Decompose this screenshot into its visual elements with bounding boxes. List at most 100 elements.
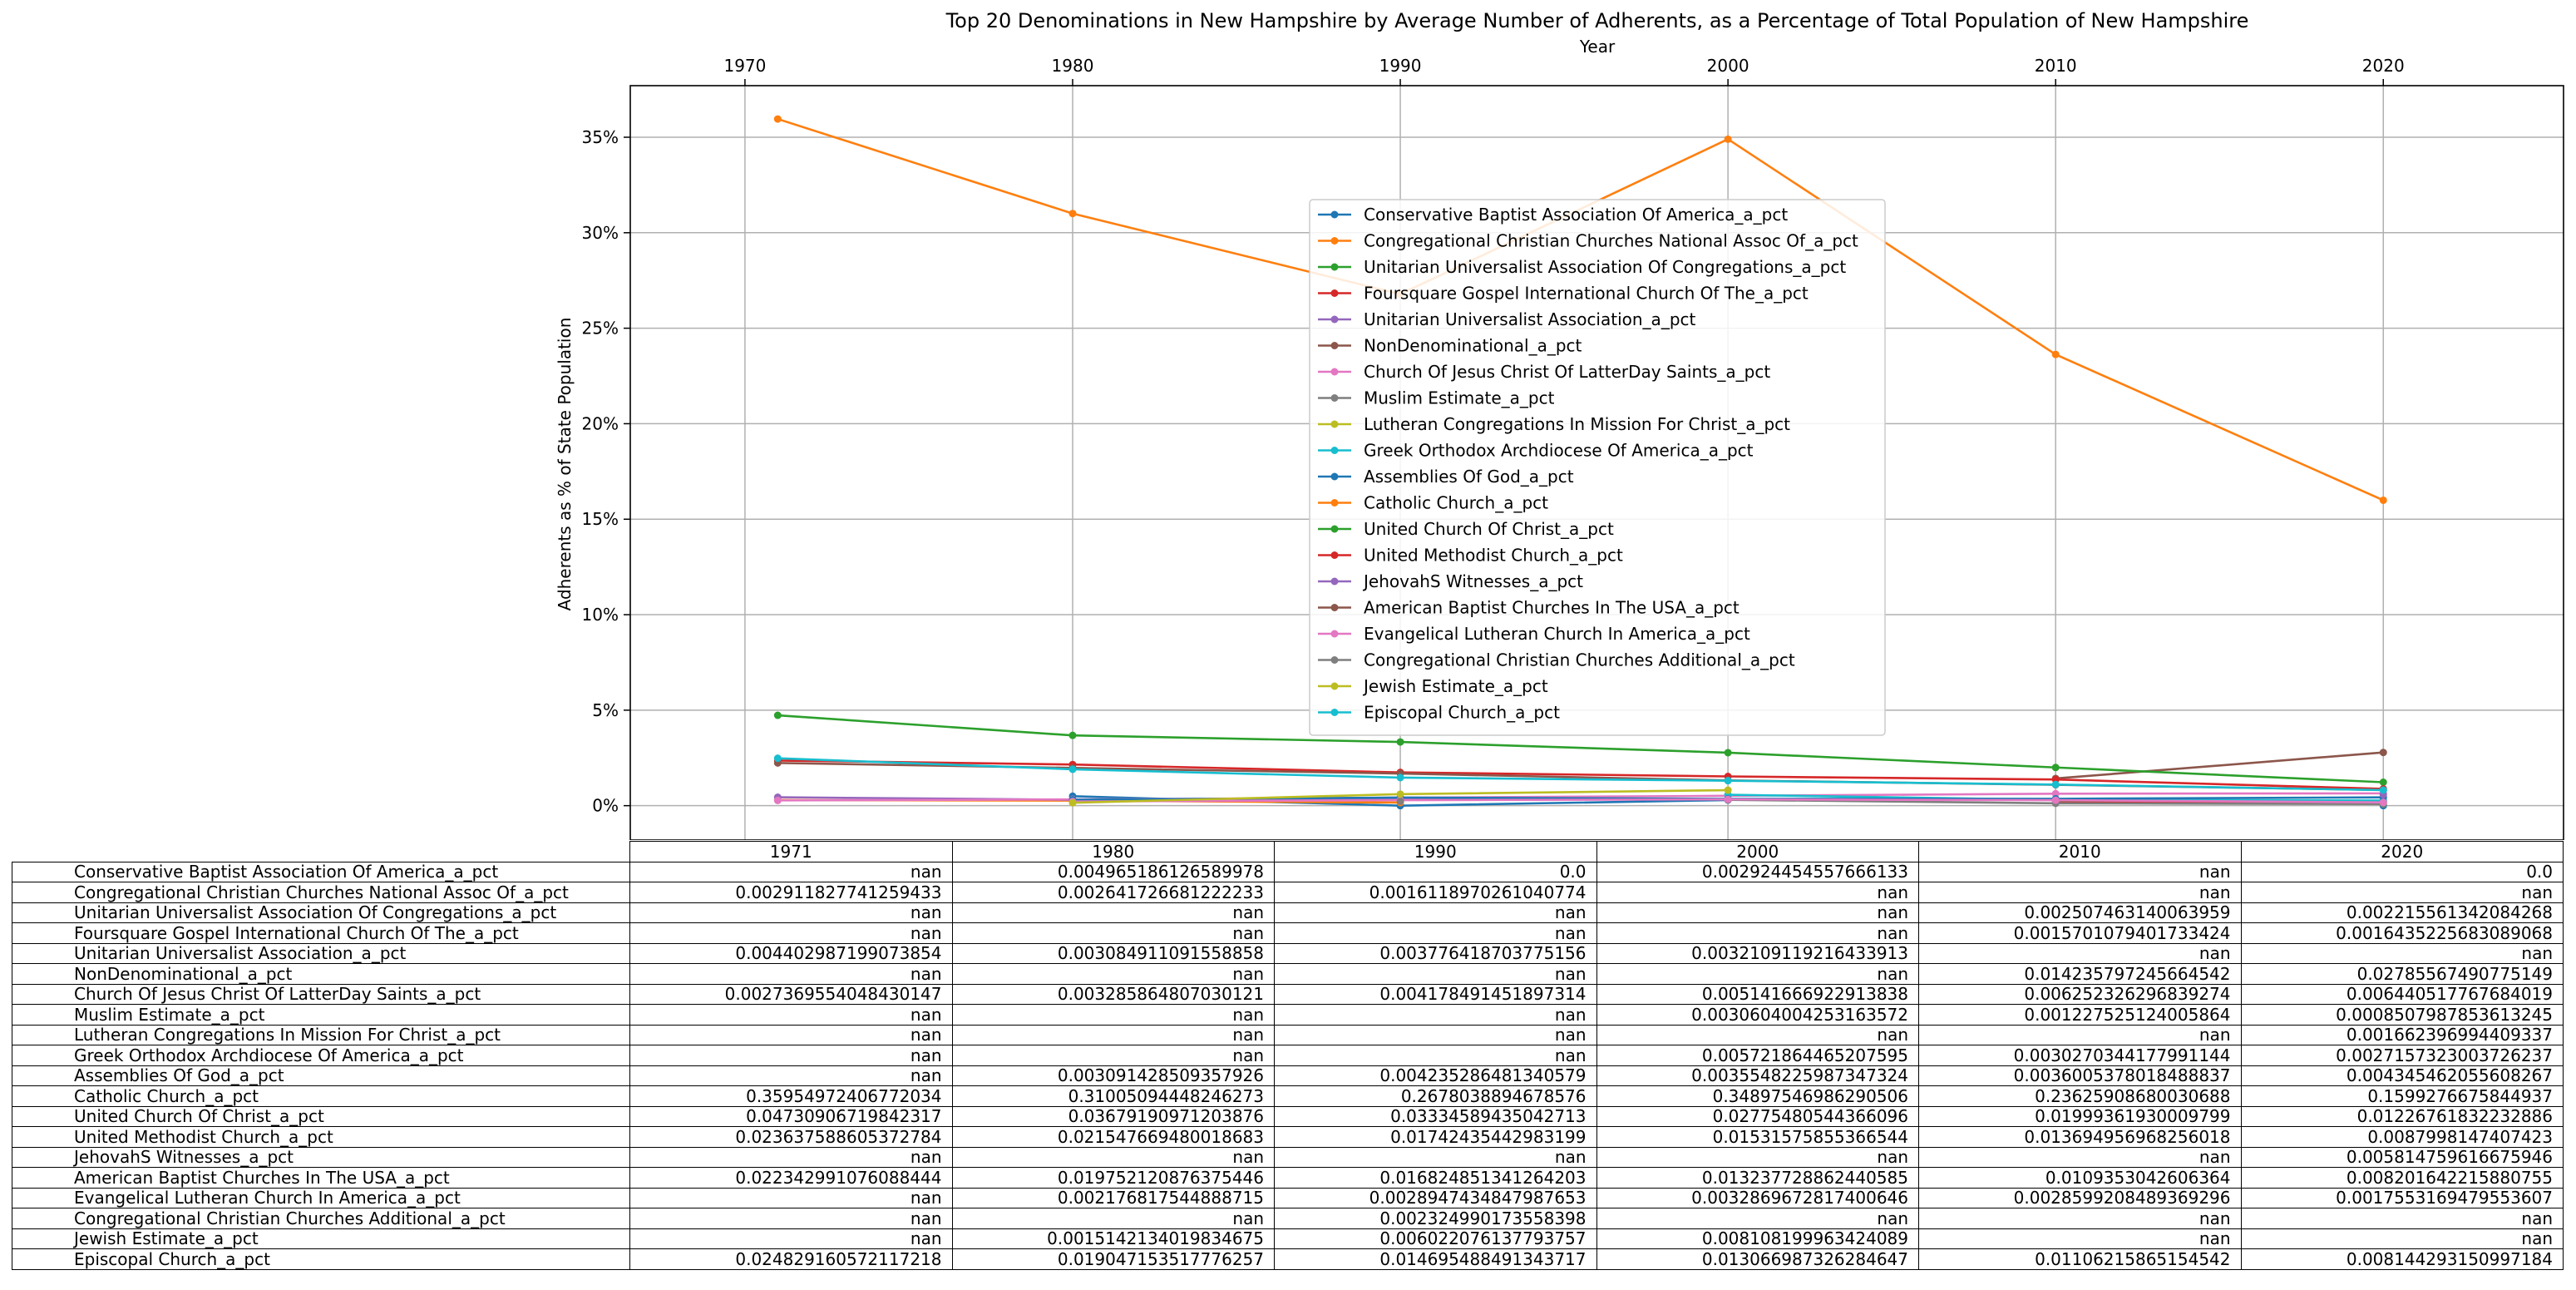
- table-cell: 0.0109353042606364: [1918, 1167, 2242, 1189]
- table-corner-cell: [12, 841, 630, 862]
- table-cell: 0.003091428509357926: [951, 1065, 1275, 1086]
- table-row: Congregational Christian Churches Nation…: [12, 882, 2564, 903]
- table-cell: 0.0016435225683089068: [2240, 922, 2564, 944]
- table-cell: nan: [1596, 1208, 1919, 1229]
- table-row: United Methodist Church_a_pct 0.023637588…: [12, 1126, 2564, 1148]
- table-cell: 0.006022076137793757: [1274, 1228, 1597, 1249]
- table-cell: nan: [629, 861, 953, 882]
- plot-frame: [629, 85, 2564, 840]
- data-table: 1971 1980 1990 2000 2010 2020 Conservati…: [12, 841, 2564, 1270]
- legend-marker: [1330, 263, 1339, 271]
- legend-marker: [1330, 289, 1339, 297]
- column-header-1971: 1971: [629, 841, 953, 862]
- table-cell: nan: [1918, 861, 2242, 882]
- table-row: Greek Orthodox Archdiocese Of America_a_…: [12, 1045, 2564, 1066]
- series-5: [2051, 749, 2387, 783]
- legend-marker: [1330, 394, 1339, 402]
- table-cell: 0.34897546986290506: [1596, 1085, 1919, 1107]
- row-label: Muslim Estimate_a_pct: [12, 1004, 630, 1026]
- y-tick-label: 5%: [592, 700, 619, 720]
- table-row: Muslim Estimate_a_pct nan nan nan 0.00306040…: [12, 1004, 2564, 1026]
- y-axis-label: Adherents as % of State Population: [555, 318, 575, 611]
- table-row: American Baptist Churches In The USA_a_p…: [12, 1167, 2564, 1189]
- legend-label: Assemblies Of God_a_pct: [1364, 467, 1574, 487]
- legend-label: Church Of Jesus Christ Of LatterDay Sain…: [1364, 362, 1770, 382]
- table-cell: 0.0016118970261040774: [1274, 882, 1597, 903]
- legend-marker: [1330, 682, 1339, 690]
- legend-label: NonDenominational_a_pct: [1364, 336, 1582, 356]
- table-row: Conservative Baptist Association Of Amer…: [12, 861, 2564, 882]
- data-point: [1068, 798, 1077, 807]
- table-cell: 0.024829160572117218: [629, 1248, 953, 1270]
- table-row: Unitarian Universalist Association_a_pct…: [12, 942, 2564, 964]
- table-cell: nan: [1596, 1146, 1919, 1168]
- y-tick-label: 0%: [592, 796, 619, 816]
- table-cell: 0.03679190971203876: [951, 1105, 1275, 1127]
- legend-marker: [1330, 342, 1339, 349]
- row-label: Jewish Estimate_a_pct: [12, 1228, 630, 1249]
- table-cell: 0.02775480544366096: [1596, 1105, 1919, 1127]
- legend-marker: [1330, 604, 1339, 611]
- legend-item: Foursquare Gospel International Church O…: [1318, 284, 1809, 304]
- line-chart: Top 20 Denominations in New Hampshire by…: [555, 9, 2564, 840]
- table-cell: 0.0008507987853613245: [2240, 1004, 2564, 1026]
- series-18: [1068, 786, 1732, 807]
- table-cell: nan: [1274, 1024, 1597, 1045]
- y-tick-label: 10%: [582, 605, 619, 625]
- legend-item: American Baptist Churches In The USA_a_p…: [1318, 598, 1740, 618]
- legend-marker: [1330, 472, 1339, 481]
- table-cell: 0.0030604004253163572: [1596, 1004, 1919, 1026]
- series-line: [777, 759, 2384, 790]
- table-cell: 0.0027369554048430147: [629, 983, 953, 1005]
- table-cell: nan: [629, 1004, 953, 1026]
- table-cell: nan: [2240, 1228, 2564, 1249]
- table-row: Catholic Church_a_pct 0.35954972406772034…: [12, 1085, 2564, 1107]
- chart-title: Top 20 Denominations in New Hampshire by…: [945, 9, 2249, 32]
- table-cell: 0.23625908680030688: [1918, 1085, 2242, 1107]
- x-tick-label: 1980: [1052, 56, 1094, 76]
- series-line: [777, 757, 2384, 792]
- row-label: JehovahS Witnesses_a_pct: [12, 1146, 630, 1168]
- table-cell: nan: [951, 1024, 1275, 1045]
- table-cell: nan: [1918, 1024, 2242, 1045]
- data-point: [1068, 765, 1077, 774]
- table-cell: 0.008108199963424089: [1596, 1228, 1919, 1249]
- data-point: [1396, 790, 1404, 798]
- table-cell: 0.1599276675844937: [2240, 1085, 2564, 1107]
- legend-item: JehovahS Witnesses_a_pct: [1318, 571, 1583, 591]
- table-cell: 0.0030270344177991144: [1918, 1045, 2242, 1066]
- table-cell: nan: [2240, 882, 2564, 903]
- series-12: [773, 711, 2387, 786]
- table-cell: 0.014695488491343717: [1274, 1248, 1597, 1270]
- table-cell: 0.004345462055608267: [2240, 1065, 2564, 1086]
- table-cell: nan: [951, 902, 1275, 923]
- x-tick-label: 2000: [1707, 56, 1749, 76]
- legend-label: Unitarian Universalist Association Of Co…: [1364, 257, 1846, 277]
- data-point: [1396, 738, 1404, 746]
- table-cell: nan: [1596, 922, 1919, 944]
- table-cell: 0.01226761832232886: [2240, 1105, 2564, 1127]
- table-cell: nan: [629, 902, 953, 923]
- legend-box: [1309, 199, 1886, 736]
- legend-label: Episcopal Church_a_pct: [1364, 703, 1560, 723]
- table-body: Conservative Baptist Association Of Amer…: [12, 861, 2564, 1270]
- column-header-1980: 1980: [951, 841, 1275, 862]
- table-row: United Church Of Christ_a_pct 0.047309067…: [12, 1105, 2564, 1127]
- data-point: [2051, 796, 2060, 804]
- legend-marker: [1330, 237, 1339, 245]
- table-cell: nan: [629, 1045, 953, 1066]
- table-row: Assemblies Of God_a_pct nan 0.003091428509…: [12, 1065, 2564, 1086]
- table-cell: nan: [1596, 963, 1919, 985]
- data-point: [1724, 786, 1732, 794]
- legend-item: Jewish Estimate_a_pct: [1318, 676, 1548, 696]
- axis-ticks: 1970 1980 1990 2000 2010 2020 0% 5% 10% 15% 20% 25%…: [582, 56, 2405, 816]
- table-cell: 0.019047153517776257: [951, 1248, 1275, 1270]
- table-cell: nan: [1596, 1024, 1919, 1045]
- x-tick-label: 2010: [2035, 56, 2077, 76]
- table-cell: nan: [1274, 963, 1597, 985]
- table-cell: nan: [1274, 1146, 1597, 1168]
- legend-item: Unitarian Universalist Association Of Co…: [1318, 257, 1846, 277]
- legend-label: Catholic Church_a_pct: [1364, 493, 1548, 513]
- table-cell: 0.023637588605372784: [629, 1126, 953, 1148]
- data-point: [1724, 749, 1732, 757]
